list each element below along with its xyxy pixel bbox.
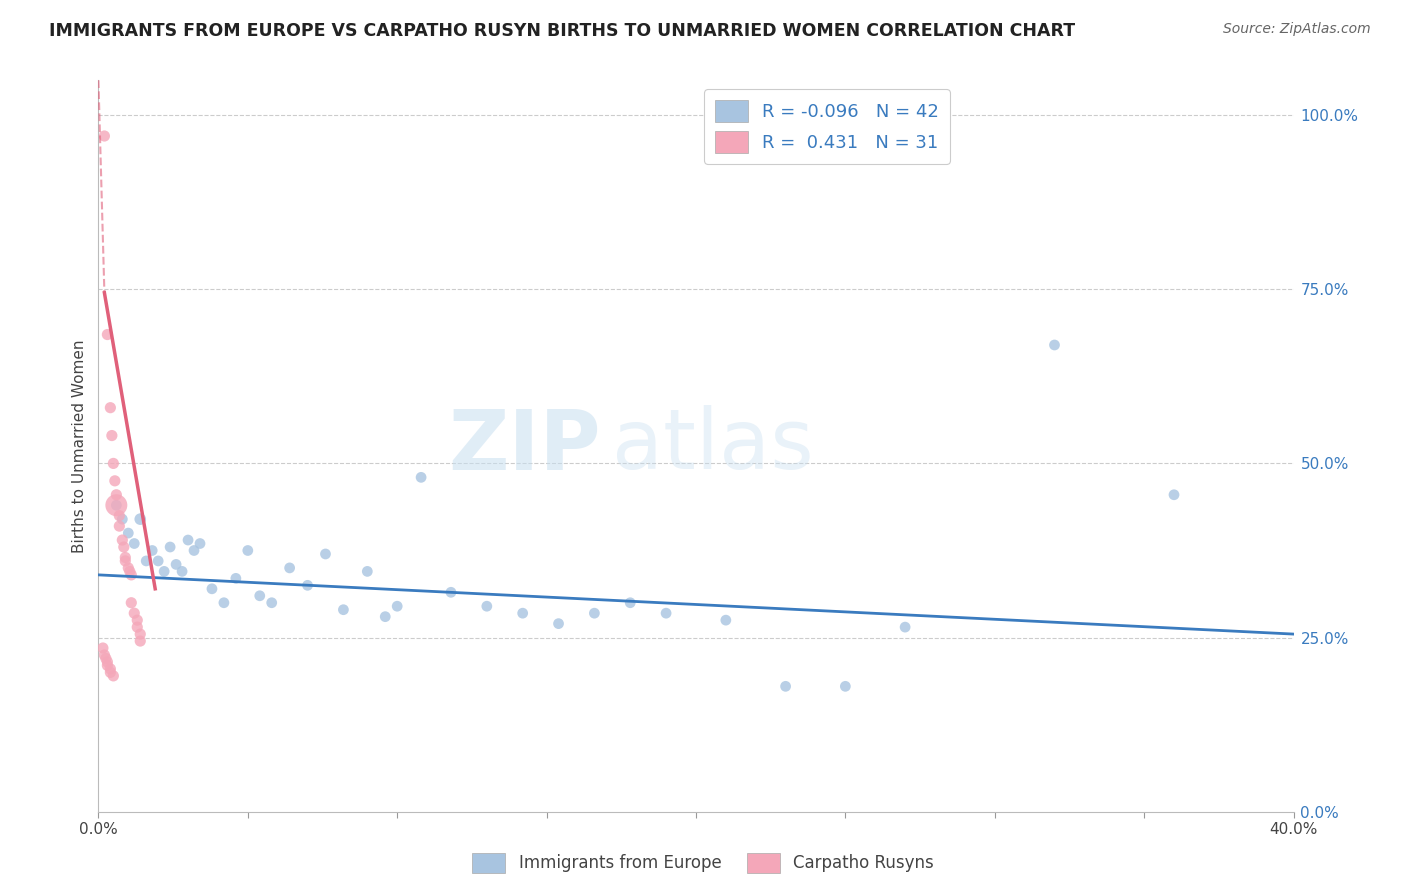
Point: [655, 606, 678, 620]
Point: [177, 533, 200, 547]
Point: [440, 585, 463, 599]
Point: [124, 536, 146, 550]
Point: [96, 655, 118, 669]
Point: [96, 658, 118, 673]
Point: [249, 589, 271, 603]
Point: [619, 596, 641, 610]
Point: [103, 669, 125, 683]
Point: [356, 565, 378, 579]
Point: [129, 634, 152, 648]
Point: [135, 554, 157, 568]
Point: [98, 665, 122, 680]
Point: [124, 606, 146, 620]
Point: [101, 428, 124, 442]
Y-axis label: Births to Unmarried Women: Births to Unmarried Women: [72, 339, 87, 553]
Point: [1043, 338, 1066, 352]
Point: [148, 554, 170, 568]
Point: [475, 599, 498, 614]
Point: [153, 565, 176, 579]
Point: [201, 582, 224, 596]
Text: atlas: atlas: [613, 406, 814, 486]
Point: [129, 512, 152, 526]
Point: [127, 620, 149, 634]
Point: [111, 533, 134, 547]
Point: [374, 609, 396, 624]
Point: [96, 327, 118, 342]
Point: [94, 651, 117, 665]
Point: [315, 547, 337, 561]
Point: [278, 561, 301, 575]
Point: [112, 540, 135, 554]
Point: [297, 578, 319, 592]
Text: IMMIGRANTS FROM EUROPE VS CARPATHO RUSYN BIRTHS TO UNMARRIED WOMEN CORRELATION C: IMMIGRANTS FROM EUROPE VS CARPATHO RUSYN…: [49, 22, 1076, 40]
Point: [775, 679, 797, 693]
Point: [894, 620, 917, 634]
Point: [105, 488, 128, 502]
Point: [91, 640, 114, 655]
Point: [236, 543, 259, 558]
Point: [114, 554, 136, 568]
Point: [118, 565, 141, 579]
Point: [260, 596, 283, 610]
Point: [834, 679, 856, 693]
Point: [127, 613, 149, 627]
Point: [108, 508, 131, 523]
Point: [105, 498, 128, 512]
Point: [120, 567, 142, 582]
Point: [105, 498, 128, 512]
Point: [225, 571, 247, 585]
Point: [111, 512, 134, 526]
Point: [141, 543, 163, 558]
Legend: Immigrants from Europe, Carpatho Rusyns: Immigrants from Europe, Carpatho Rusyns: [465, 847, 941, 880]
Point: [93, 648, 115, 662]
Point: [165, 558, 187, 572]
Point: [512, 606, 534, 620]
Point: [332, 603, 354, 617]
Point: [117, 561, 139, 575]
Point: [117, 526, 139, 541]
Point: [714, 613, 737, 627]
Point: [183, 543, 205, 558]
Point: [212, 596, 235, 610]
Point: [98, 662, 122, 676]
Point: [114, 550, 136, 565]
Point: [120, 596, 142, 610]
Point: [93, 128, 115, 143]
Point: [159, 540, 181, 554]
Point: [172, 565, 194, 579]
Legend: R = -0.096   N = 42, R =  0.431   N = 31: R = -0.096 N = 42, R = 0.431 N = 31: [704, 89, 950, 164]
Point: [411, 470, 433, 484]
Point: [108, 519, 131, 533]
Point: [103, 457, 125, 471]
Text: ZIP: ZIP: [449, 406, 600, 486]
Point: [188, 536, 211, 550]
Point: [385, 599, 409, 614]
Text: Source: ZipAtlas.com: Source: ZipAtlas.com: [1223, 22, 1371, 37]
Point: [547, 616, 569, 631]
Point: [98, 401, 122, 415]
Point: [1163, 488, 1185, 502]
Point: [583, 606, 606, 620]
Point: [104, 474, 127, 488]
Point: [129, 627, 152, 641]
